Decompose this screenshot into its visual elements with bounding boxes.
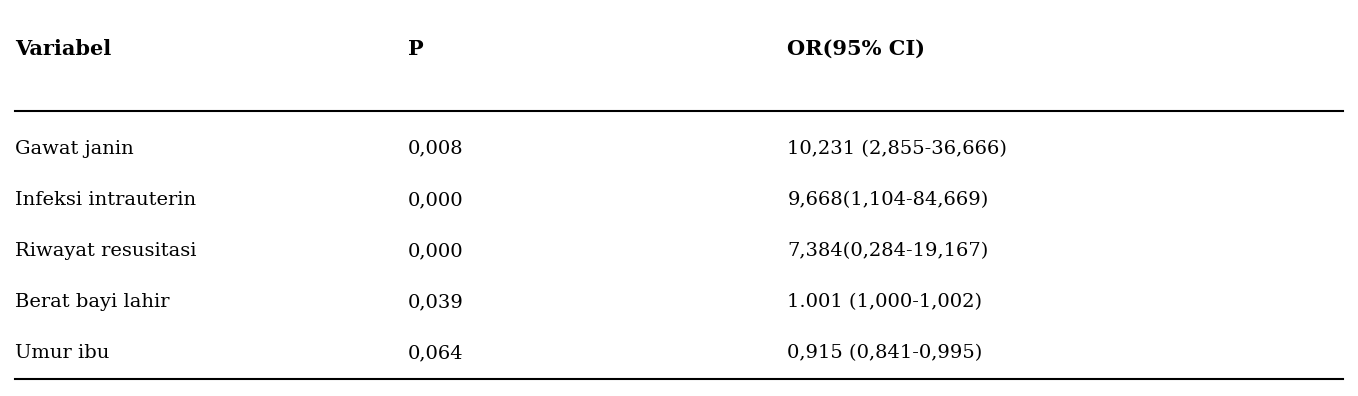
Text: P: P: [407, 38, 424, 59]
Text: 0,008: 0,008: [407, 140, 463, 158]
Text: 10,231 (2,855-36,666): 10,231 (2,855-36,666): [788, 140, 1008, 158]
Text: 0,000: 0,000: [407, 191, 463, 209]
Text: 0,000: 0,000: [407, 242, 463, 260]
Text: 7,384(0,284-19,167): 7,384(0,284-19,167): [788, 242, 989, 260]
Text: 0,039: 0,039: [407, 293, 464, 311]
Text: 1.001 (1,000-1,002): 1.001 (1,000-1,002): [788, 293, 982, 311]
Text: 0,064: 0,064: [407, 345, 463, 362]
Text: Variabel: Variabel: [15, 38, 111, 59]
Text: Umur ibu: Umur ibu: [15, 345, 109, 362]
Text: OR(95% CI): OR(95% CI): [788, 38, 925, 59]
Text: Gawat janin: Gawat janin: [15, 140, 133, 158]
Text: Infeksi intrauterin: Infeksi intrauterin: [15, 191, 196, 209]
Text: 0,915 (0,841-0,995): 0,915 (0,841-0,995): [788, 345, 983, 362]
Text: Berat bayi lahir: Berat bayi lahir: [15, 293, 170, 311]
Text: 9,668(1,104-84,669): 9,668(1,104-84,669): [788, 191, 989, 209]
Text: Riwayat resusitasi: Riwayat resusitasi: [15, 242, 197, 260]
